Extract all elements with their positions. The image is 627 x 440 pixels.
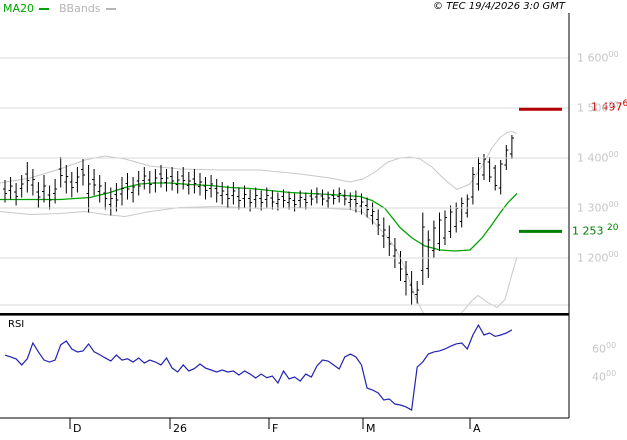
price-axis-label-1600: 1 60000 xyxy=(577,50,619,65)
time-axis-label-26: 26 xyxy=(173,422,187,435)
legend-ma20: MA20 xyxy=(3,2,50,15)
panel-separator xyxy=(0,313,569,316)
legend-bbands: BBands xyxy=(59,2,116,15)
time-axis-label-A: A xyxy=(473,422,481,435)
rsi-axis-label-60: 6000 xyxy=(592,341,617,356)
support-price-main: 1 253 xyxy=(572,225,604,239)
ma20-line-swatch-icon xyxy=(39,7,50,10)
support-price-label: 1 253 20 xyxy=(572,224,618,238)
time-axis-label-M: M xyxy=(366,422,376,435)
time-axis-label-F: F xyxy=(272,422,279,435)
support-price-decimals: 20 xyxy=(607,223,619,234)
ohlc-bars xyxy=(3,135,514,306)
ma20-legend-label: MA20 xyxy=(3,2,35,15)
price-panel xyxy=(0,130,518,313)
bbands-line-swatch-icon xyxy=(105,7,116,10)
price-gridlines xyxy=(0,57,569,306)
rsi-axis-label-40: 4000 xyxy=(592,369,617,384)
time-axis-ticks xyxy=(69,418,471,429)
resistance-price-decimals: 6 xyxy=(622,99,627,110)
resistance-price-main: 1 497 xyxy=(591,100,623,114)
resistance-price-label: 1 4976 xyxy=(591,100,627,114)
bollinger-lower-band xyxy=(0,205,518,313)
rsi-line xyxy=(4,323,513,411)
price-axis-label-1300: 1 30000 xyxy=(577,200,619,215)
rsi-panel-title: RSI xyxy=(8,319,25,330)
price-axis-label-1400: 1 40000 xyxy=(577,150,619,165)
time-axis-label-D: D xyxy=(73,422,82,435)
copyright-timestamp: © TEC 19/4/2026 3:0 GMT xyxy=(433,1,565,12)
bbands-legend-label: BBands xyxy=(59,2,101,15)
price-axis-label-1200: 1 20000 xyxy=(577,250,619,265)
indicator-legend: MA20 BBands xyxy=(3,2,126,15)
price-axis-label-1500: 1 50000 xyxy=(577,100,619,115)
